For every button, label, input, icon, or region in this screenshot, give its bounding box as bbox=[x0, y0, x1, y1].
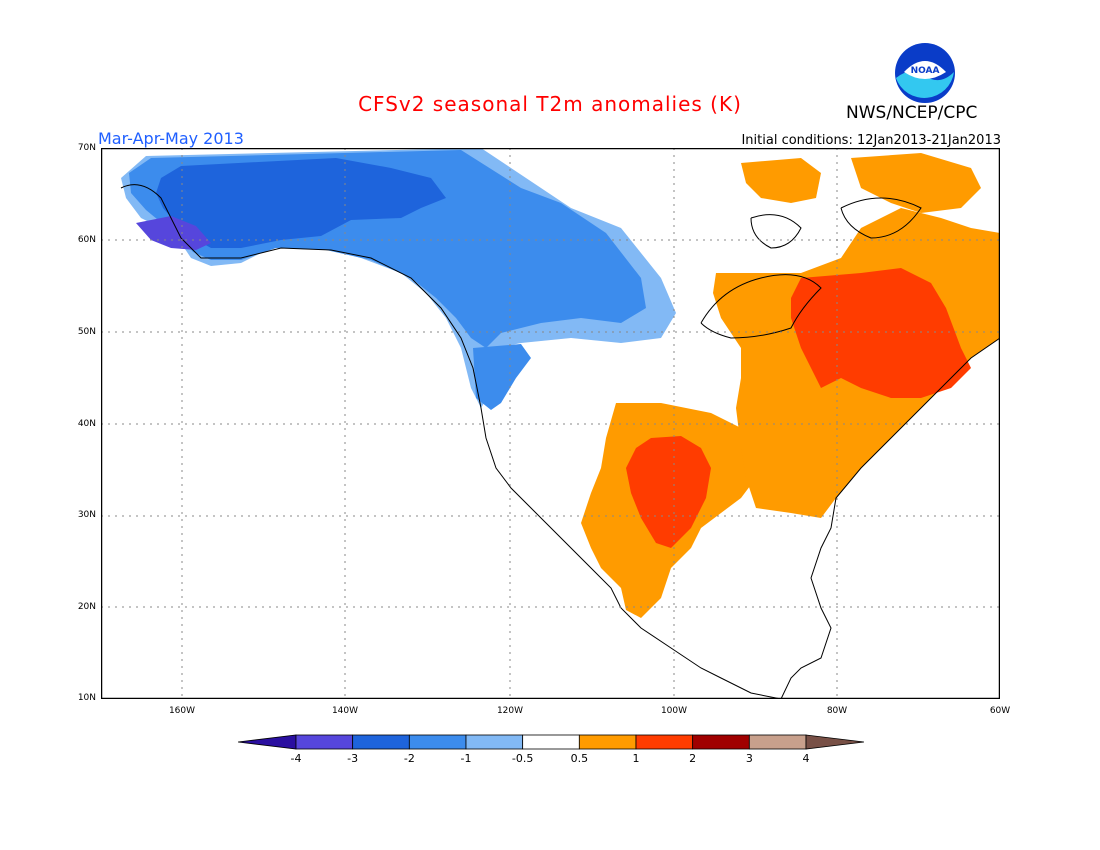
initial-conditions-label: Initial conditions: 12Jan2013-21Jan2013 bbox=[741, 133, 1001, 148]
colorbar-cell bbox=[522, 734, 580, 750]
colorbar-label: 2 bbox=[689, 752, 697, 765]
lon-label-100w: 100W bbox=[660, 706, 688, 716]
cold-region-strong bbox=[136, 216, 211, 250]
colorbar-cell bbox=[578, 734, 637, 750]
lon-label-160w: 160W bbox=[168, 706, 196, 716]
colorbar-label: -3 bbox=[347, 752, 359, 765]
noaa-logo-icon: NOAA bbox=[895, 43, 955, 103]
lon-label-80w: 80W bbox=[826, 706, 848, 716]
colorbar-label: -1 bbox=[460, 752, 472, 765]
warm-region-core bbox=[626, 436, 711, 548]
lat-label-30n: 30N bbox=[77, 510, 96, 520]
colorbar bbox=[238, 734, 864, 750]
lat-label-40n: 40N bbox=[77, 419, 96, 429]
colorbar-cells bbox=[238, 734, 864, 750]
colorbar-cell bbox=[692, 734, 750, 750]
colorbar-label: -0.5 bbox=[511, 752, 534, 765]
lon-label-60w: 60W bbox=[989, 706, 1011, 716]
lon-label-140w: 140W bbox=[331, 706, 359, 716]
colorbar-cell bbox=[295, 734, 354, 750]
colorbar-cell bbox=[238, 734, 297, 750]
colorbar-label: 0.5 bbox=[570, 752, 589, 765]
colorbar-cell bbox=[408, 734, 467, 750]
colorbar-label: 4 bbox=[802, 752, 810, 765]
warm-region-arctic bbox=[741, 158, 821, 203]
agency-label: NWS/NCEP/CPC bbox=[846, 103, 978, 123]
lat-label-20n: 20N bbox=[77, 602, 96, 612]
lat-label-70n: 70N bbox=[77, 143, 96, 153]
lon-label-120w: 120W bbox=[496, 706, 524, 716]
colorbar-label: -4 bbox=[290, 752, 302, 765]
colorbar-cell bbox=[805, 734, 864, 750]
lat-label-50n: 50N bbox=[77, 327, 96, 337]
colorbar-label: -2 bbox=[403, 752, 415, 765]
logo-text: NOAA bbox=[911, 66, 940, 76]
colorbar-cell bbox=[465, 734, 524, 750]
coastlines bbox=[120, 184, 1000, 699]
colorbar-cell bbox=[635, 734, 694, 750]
cold-region-west-coast bbox=[473, 344, 531, 410]
graticule bbox=[101, 148, 1000, 699]
chart-title: CFSv2 seasonal T2m anomalies (K) bbox=[358, 92, 742, 116]
colorbar-label: 3 bbox=[745, 752, 753, 765]
colorbar-label: 1 bbox=[632, 752, 640, 765]
lat-label-60n: 60N bbox=[77, 235, 96, 245]
warm-region-northeast bbox=[791, 268, 971, 398]
season-label: Mar-Apr-May 2013 bbox=[98, 129, 244, 148]
cold-region-2 bbox=[156, 158, 446, 248]
map-frame bbox=[101, 148, 1000, 699]
colorbar-cell bbox=[748, 734, 807, 750]
colorbar-cell bbox=[352, 734, 410, 750]
anomaly-map bbox=[101, 148, 1000, 699]
lat-label-10n: 10N bbox=[77, 693, 96, 703]
